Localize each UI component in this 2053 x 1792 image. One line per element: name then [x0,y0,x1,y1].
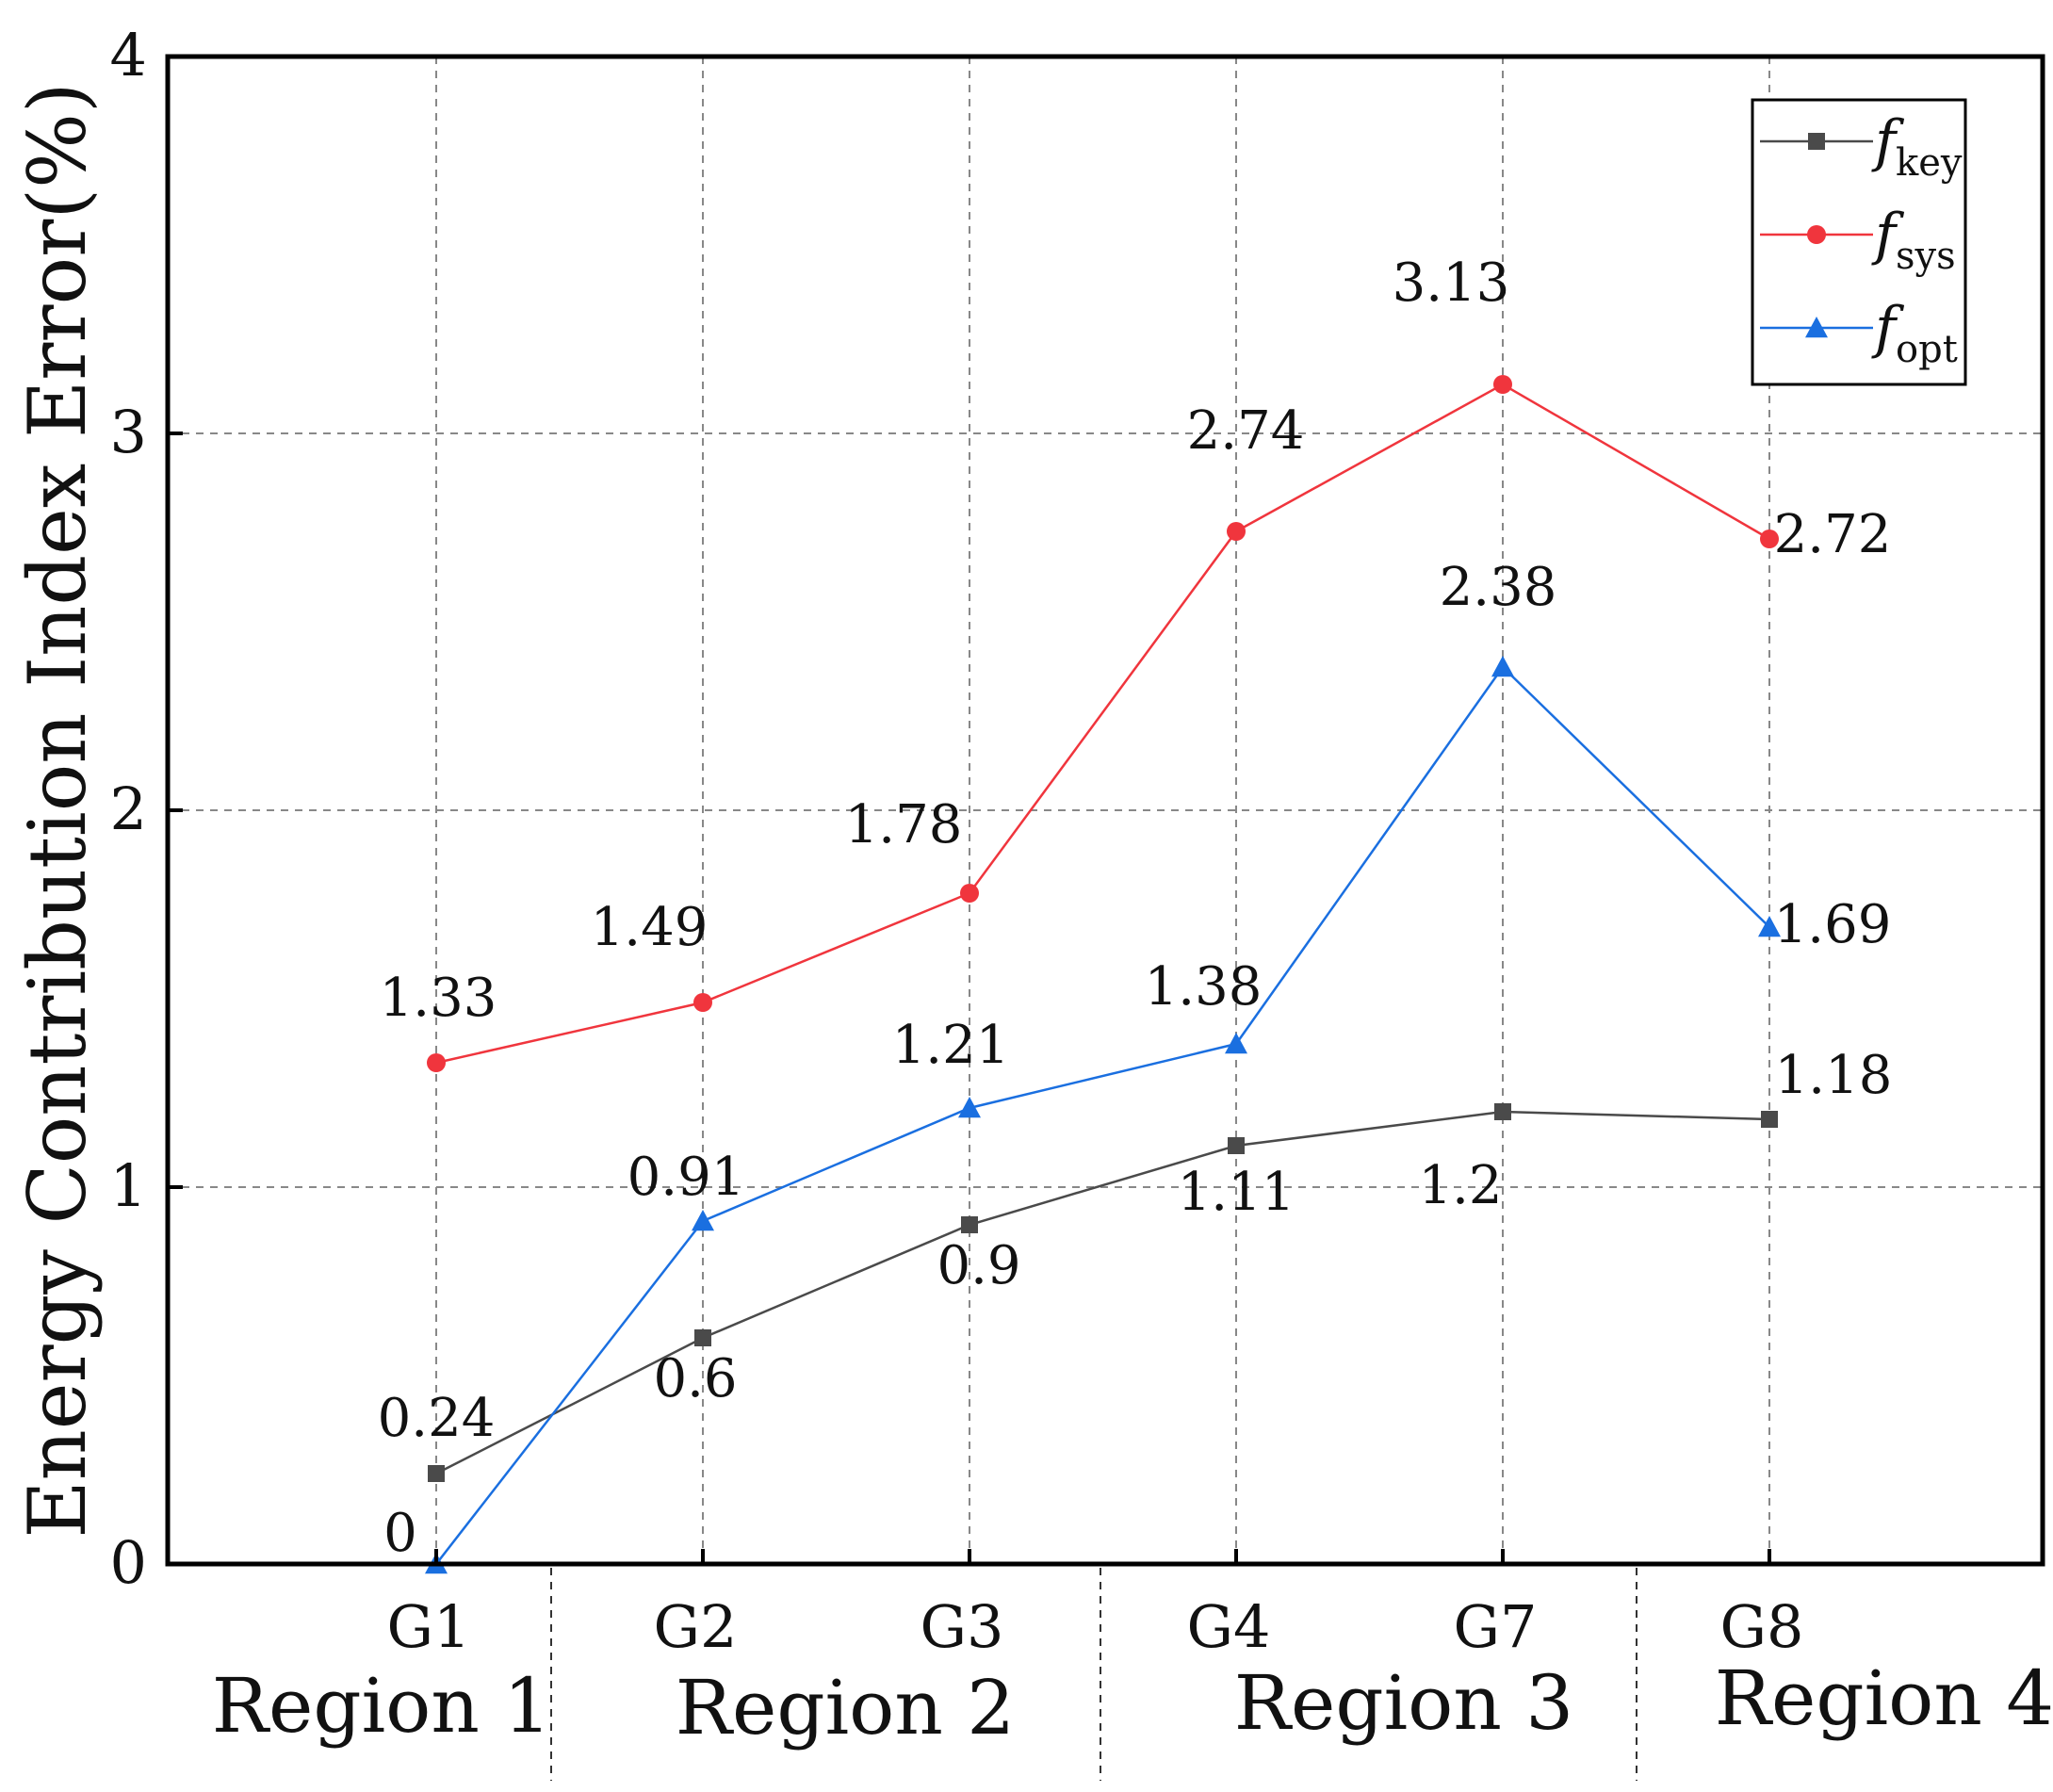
data-label-opt: 1.69 [1774,894,1892,955]
data-label-sys: 3.13 [1393,253,1510,314]
data-point-sys [693,993,712,1012]
data-point-sys [1493,375,1512,394]
x-tick-label: G3 [921,1592,1004,1661]
y-tick-label: 0 [110,1528,147,1597]
x-tick-label: G4 [1187,1592,1271,1661]
region-label: Region 2 [676,1664,1015,1751]
data-label-sys: 1.49 [591,897,709,958]
data-label-key: 1.11 [1178,1162,1295,1223]
data-label-key: 1.18 [1775,1045,1893,1106]
data-point-sys [1760,529,1779,548]
data-label-sys: 1.33 [380,968,497,1029]
legend-subscript: sys [1896,235,1956,278]
legend-subscript: opt [1896,328,1958,371]
y-tick-label: 1 [110,1151,147,1220]
data-point-key [1228,1137,1245,1154]
data-label-key: 0.9 [937,1235,1020,1296]
data-point-key [694,1329,711,1346]
data-point-opt [1491,656,1514,677]
legend-marker-sys [1807,225,1826,244]
x-tick-label: G2 [654,1592,738,1661]
x-tick-label: G8 [1720,1592,1804,1661]
data-label-opt: 0 [383,1503,417,1564]
data-point-opt [692,1210,714,1231]
y-tick-label: 2 [110,774,147,843]
data-point-opt [958,1097,981,1118]
y-tick-label: 4 [110,21,147,90]
region-label: Region 3 [1234,1659,1573,1747]
data-point-sys [1227,522,1246,541]
legend-subscript: key [1896,141,1963,185]
data-label-sys: 1.78 [845,794,963,855]
data-point-key [1494,1103,1511,1120]
data-label-opt: 1.21 [892,1015,1010,1076]
data-point-key [961,1216,978,1233]
region-label: Region 4 [1715,1654,2053,1742]
legend-marker-opt [1805,317,1828,338]
axis-ticks: 0 1 2 3 4 G1 G2 G3 G4 G7 G8 Region 1 Region 2 Region … [110,21,2053,1751]
data-label-sys: 2.72 [1774,504,1892,565]
legend-marker-key [1808,133,1825,150]
data-label-key: 1.2 [1418,1155,1502,1216]
grid-lines [168,57,2043,1564]
data-point-sys [427,1053,446,1072]
data-label-key: 0.6 [653,1348,737,1409]
x-tick-label: G1 [387,1592,471,1661]
data-point-key [1761,1111,1778,1128]
data-point-opt [1225,1033,1247,1054]
data-point-opt [1758,916,1781,937]
series-line-key [435,1110,1770,1475]
series-layer [425,375,1781,1574]
region-dividers [550,1568,1638,1781]
legend-box [1751,98,1967,386]
data-label-sys: 2.74 [1187,400,1305,462]
series-line-opt [435,665,1770,1565]
data-label-opt: 1.38 [1145,956,1263,1018]
data-label-opt: 0.91 [627,1147,745,1208]
x-tick-label: G7 [1454,1592,1538,1661]
series-line-sys [435,383,1770,1065]
y-axis-title: Energy Contribution Index Error(%) [11,82,104,1538]
data-point-key [428,1465,445,1482]
y-tick-label: 3 [110,398,147,466]
data-label-opt: 2.38 [1440,557,1557,618]
data-label-key: 0.24 [378,1388,496,1449]
data-point-sys [960,884,979,903]
region-label: Region 1 [212,1662,551,1750]
data-labels: 0.24 0.6 0.9 1.11 1.2 1.18 1.33 1.49 1.78 2.74 3.1… [378,253,1893,1564]
